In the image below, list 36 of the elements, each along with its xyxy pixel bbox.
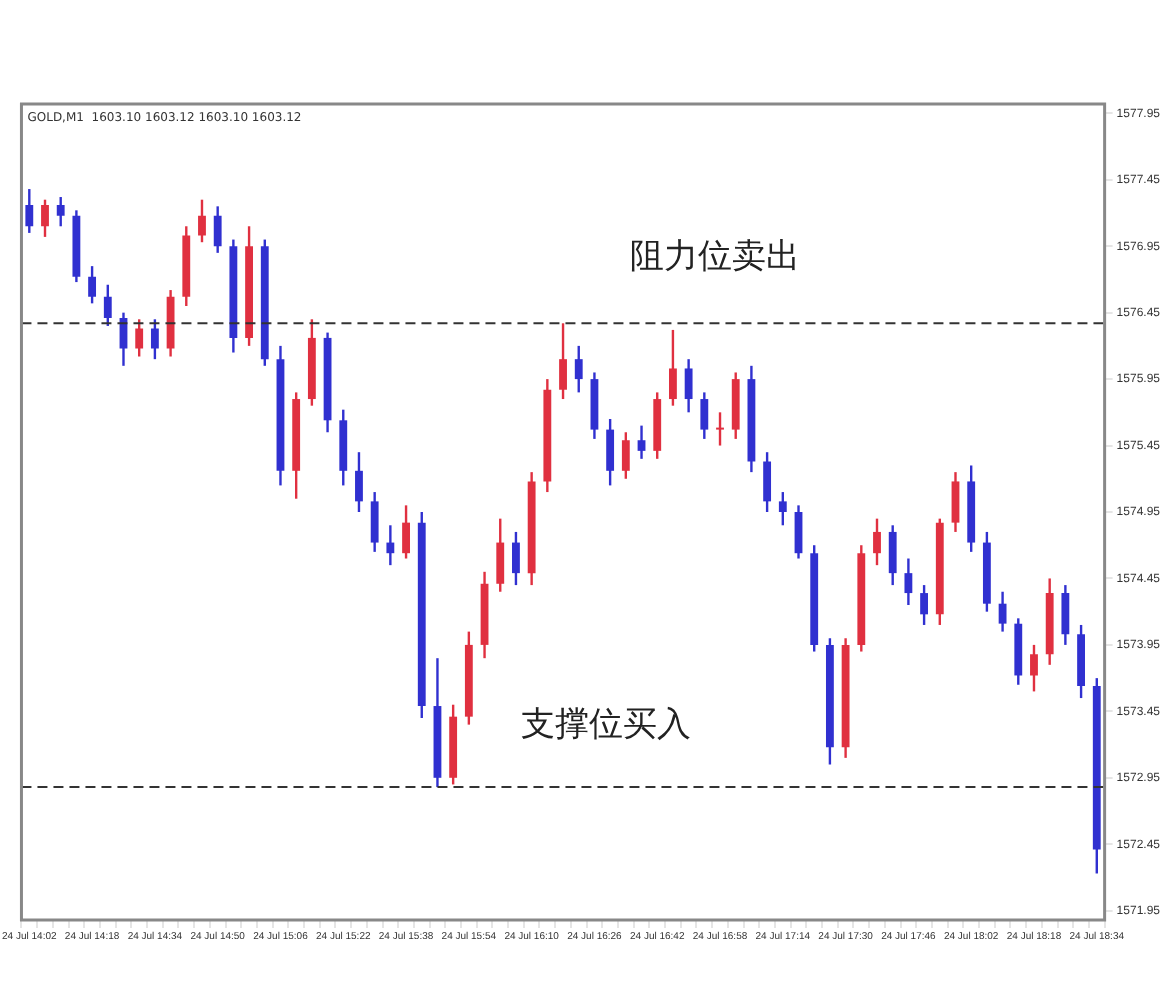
candlestick: [402, 504, 410, 560]
candlestick: [135, 318, 144, 358]
candlestick: [1030, 643, 1038, 693]
candlestick: [559, 322, 567, 401]
candlestick: [998, 590, 1007, 633]
candlestick: [213, 205, 222, 255]
candlestick: [496, 517, 505, 593]
candlestick: [951, 470, 960, 534]
candlestick: [873, 517, 881, 567]
candlestick: [198, 198, 206, 244]
candlestick: [920, 583, 929, 627]
candlestick: [88, 264, 97, 305]
candlestick: [904, 557, 913, 607]
candlestick: [684, 357, 693, 414]
candlestick: [150, 318, 159, 361]
candlestick: [355, 451, 363, 514]
candlestick: [370, 490, 379, 554]
ref-line-label: 阻力位卖出: [629, 237, 800, 278]
candlestick: [103, 283, 112, 328]
candlestick: [41, 198, 49, 239]
candlestick: [700, 391, 709, 441]
candlestick: [386, 524, 395, 567]
candlestick: [778, 490, 787, 527]
candlestick: [637, 424, 646, 461]
candlestick: [621, 431, 630, 480]
candlestick: [56, 195, 65, 228]
candlestick: [1061, 583, 1070, 647]
candlestick: [606, 417, 615, 487]
ref-line-label: 支撑位买入: [521, 704, 692, 745]
candlestick: [763, 451, 772, 514]
candlestick: [888, 524, 897, 587]
candlestick: [512, 530, 520, 587]
candlestick: [716, 411, 724, 447]
candlestick: [669, 328, 677, 407]
candlestick: [25, 187, 34, 235]
candlestick: [574, 344, 583, 394]
